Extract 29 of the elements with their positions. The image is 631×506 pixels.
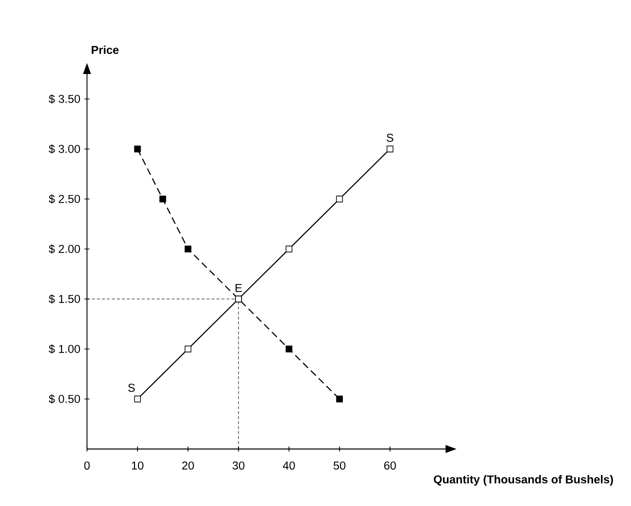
x-axis-title: Quantity (Thousands of Bushels) [434,475,613,486]
y-tick-label: $ 3.00 [48,144,80,154]
point [386,146,394,152]
y-tick-label: $ 2.50 [48,194,80,204]
y-tick-label: $ 2.00 [48,244,80,254]
y-tick-label: $ 3.50 [48,94,80,104]
y-axis-title: Price [92,46,119,54]
point [336,196,343,202]
x-tick-label: 60 [384,461,396,470]
point [286,246,292,252]
point [184,346,192,352]
x-tick-label: 0 [84,461,90,470]
annotation: S [386,134,394,142]
annotation: S [128,384,135,392]
x-tick-label: 30 [232,461,244,470]
x-tick-label: 40 [282,461,295,470]
point [286,346,292,352]
point [134,146,141,152]
annotation: E [236,284,242,292]
point [159,196,166,202]
y-tick-label: $ 1.00 [48,344,80,354]
x-tick-label: 50 [334,461,346,470]
y-tick-label: $ 0.50 [48,394,80,404]
point [134,396,141,402]
point [336,396,343,402]
x-tick-label: 10 [132,461,144,470]
y-tick-label: $ 1.50 [48,294,80,304]
x-tick-label: 20 [182,461,194,470]
point [184,246,192,252]
